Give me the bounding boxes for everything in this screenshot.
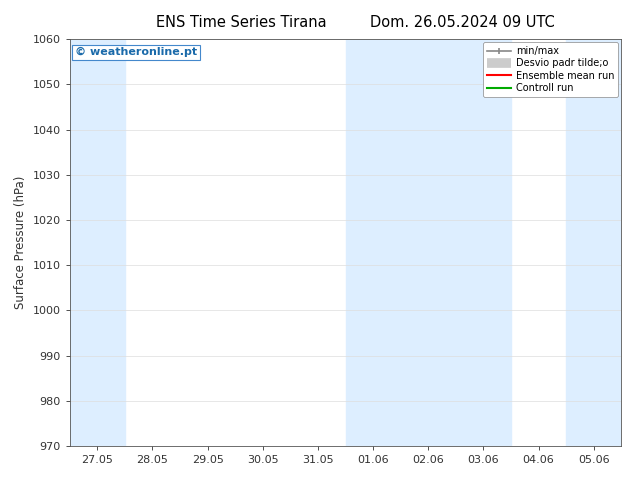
Bar (566, 39, 621, 446)
Bar (346, 39, 511, 446)
Text: Dom. 26.05.2024 09 UTC: Dom. 26.05.2024 09 UTC (370, 15, 555, 30)
Y-axis label: Surface Pressure (hPa): Surface Pressure (hPa) (14, 176, 27, 309)
Legend: min/max, Desvio padr tilde;o, Ensemble mean run, Controll run: min/max, Desvio padr tilde;o, Ensemble m… (483, 42, 618, 97)
Text: © weatheronline.pt: © weatheronline.pt (75, 48, 197, 57)
Text: ENS Time Series Tirana: ENS Time Series Tirana (155, 15, 327, 30)
Bar (70, 39, 125, 446)
